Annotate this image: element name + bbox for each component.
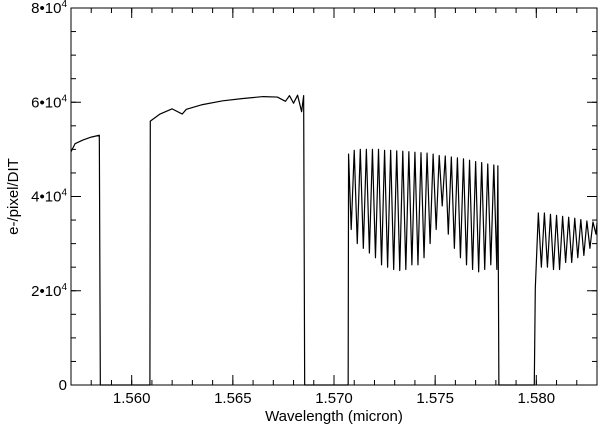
y-tick-label: 2•104 bbox=[31, 282, 67, 300]
y-tick-label: 4•104 bbox=[31, 188, 67, 206]
y-tick-label: 8•104 bbox=[31, 0, 67, 17]
x-tick-labels: 1.560 1.565 1.570 1.575 1.580 bbox=[113, 390, 555, 407]
y-tick-labels: 0 2•104 4•104 6•104 8•104 bbox=[31, 0, 67, 394]
plot-area bbox=[70, 94, 598, 386]
y-tick-label: 6•104 bbox=[31, 93, 67, 111]
x-tick-label: 1.575 bbox=[416, 390, 454, 407]
x-axis-label: Wavelength (micron) bbox=[265, 408, 403, 425]
y-tick-label: 0 bbox=[59, 377, 67, 394]
plot-frame bbox=[70, 7, 598, 386]
x-tick-label: 1.565 bbox=[214, 390, 252, 407]
x-tick-label: 1.580 bbox=[518, 390, 556, 407]
x-tick-label: 1.570 bbox=[315, 390, 353, 407]
x-tick-label: 1.560 bbox=[113, 390, 151, 407]
spectrum-line-1 bbox=[70, 94, 598, 386]
y-axis-label: e-/pixel/DIT bbox=[5, 158, 22, 235]
